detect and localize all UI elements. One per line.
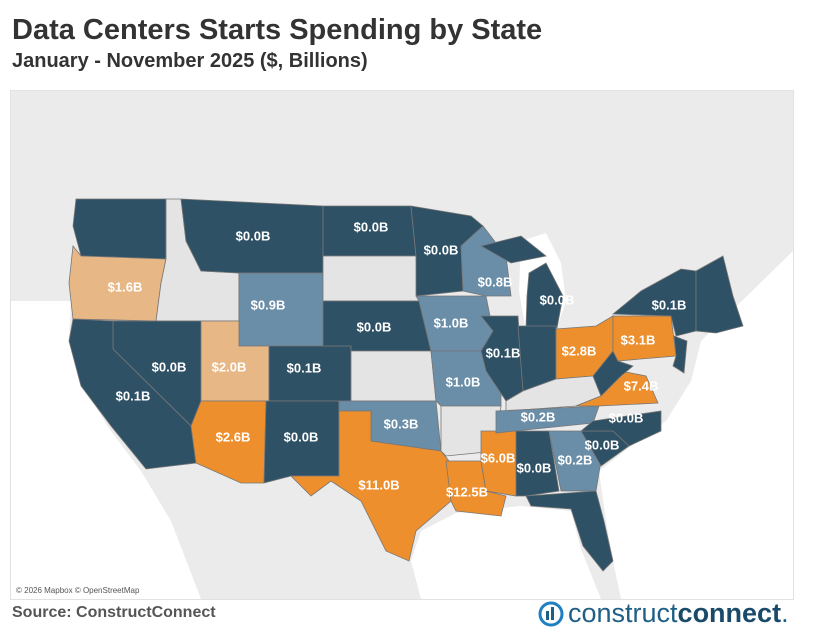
state-MI[interactable] — [525, 262, 564, 329]
state-label-NV: $0.0B — [152, 359, 187, 374]
chart-subtitle: January - November 2025 ($, Billions) — [12, 50, 368, 72]
state-label-WY: $0.9B — [251, 297, 286, 312]
state-label-GA: $0.2B — [558, 452, 593, 467]
state-WA[interactable] — [72, 198, 167, 260]
atlantic-ocean — [599, 251, 793, 599]
map-attribution: © 2026 Mapbox © OpenStreetMap — [14, 585, 142, 596]
state-label-AZ: $2.6B — [216, 429, 251, 444]
state-label-VA: $7.4B — [624, 378, 659, 393]
state-label-TX: $11.0B — [358, 477, 399, 492]
chart-title: Data Centers Starts Spending by State — [12, 14, 543, 46]
state-label-NC: $0.0B — [609, 410, 644, 425]
state-label-OH: $2.8B — [562, 343, 597, 358]
state-label-CA: $0.1B — [116, 388, 151, 403]
state-MI[interactable] — [479, 235, 547, 264]
state-label-ND: $0.0B — [354, 219, 389, 234]
state-label-MI: $0.0B — [540, 292, 575, 307]
state-label-UT: $2.0B — [212, 359, 247, 374]
state-label-MN: $0.0B — [424, 242, 459, 257]
state-KS[interactable] — [350, 350, 437, 402]
source-note: Source: ConstructConnect — [12, 604, 216, 621]
state-label-CO: $0.1B — [287, 360, 322, 375]
state-SD[interactable] — [322, 255, 420, 302]
state-NewEngland[interactable] — [695, 255, 744, 334]
state-AL[interactable] — [515, 430, 560, 497]
pacific-ocean — [11, 301, 201, 599]
state-label-LA: $12.5B — [446, 484, 488, 499]
logo-building-icon — [538, 601, 564, 626]
state-label-NY: $0.1B — [652, 297, 687, 312]
state-FL[interactable] — [525, 490, 614, 572]
state-CA[interactable] — [68, 318, 197, 470]
state-label-MS: $6.0B — [481, 450, 516, 465]
state-label-OK: $0.3B — [384, 416, 419, 431]
state-WI[interactable] — [460, 225, 512, 297]
state-GA[interactable] — [548, 430, 602, 492]
state-label-WI: $0.8B — [478, 274, 513, 289]
state-label-PA: $3.1B — [621, 332, 656, 347]
state-label-MT: $0.0B — [236, 228, 271, 243]
state-label-TN: $0.2B — [521, 409, 556, 424]
constructconnect-logo: constructconnect. — [538, 598, 789, 629]
gulf-of-mexico — [411, 506, 601, 599]
state-label-IA: $1.0B — [434, 315, 469, 330]
state-label-NM: $0.0B — [284, 429, 319, 444]
state-label-IL: $0.1B — [486, 345, 521, 360]
state-label-SC: $0.0B — [585, 437, 620, 452]
state-label-NE: $0.0B — [357, 319, 392, 334]
map-svg: $1.6B$0.0B$0.9B$0.0B$0.1B$2.0B$2.6B$0.1B… — [11, 91, 793, 599]
state-label-AL: $0.0B — [517, 460, 552, 475]
state-label-OR: $1.6B — [108, 279, 143, 294]
state-NC[interactable] — [579, 410, 662, 447]
choropleth-map[interactable]: $1.6B $0.0B $0.9B $0.0B $0.1B $2.0B $2.6B $0.1B… — [10, 90, 794, 600]
state-label-MO: $1.0B — [446, 374, 481, 389]
state-NJ[interactable] — [672, 335, 688, 374]
